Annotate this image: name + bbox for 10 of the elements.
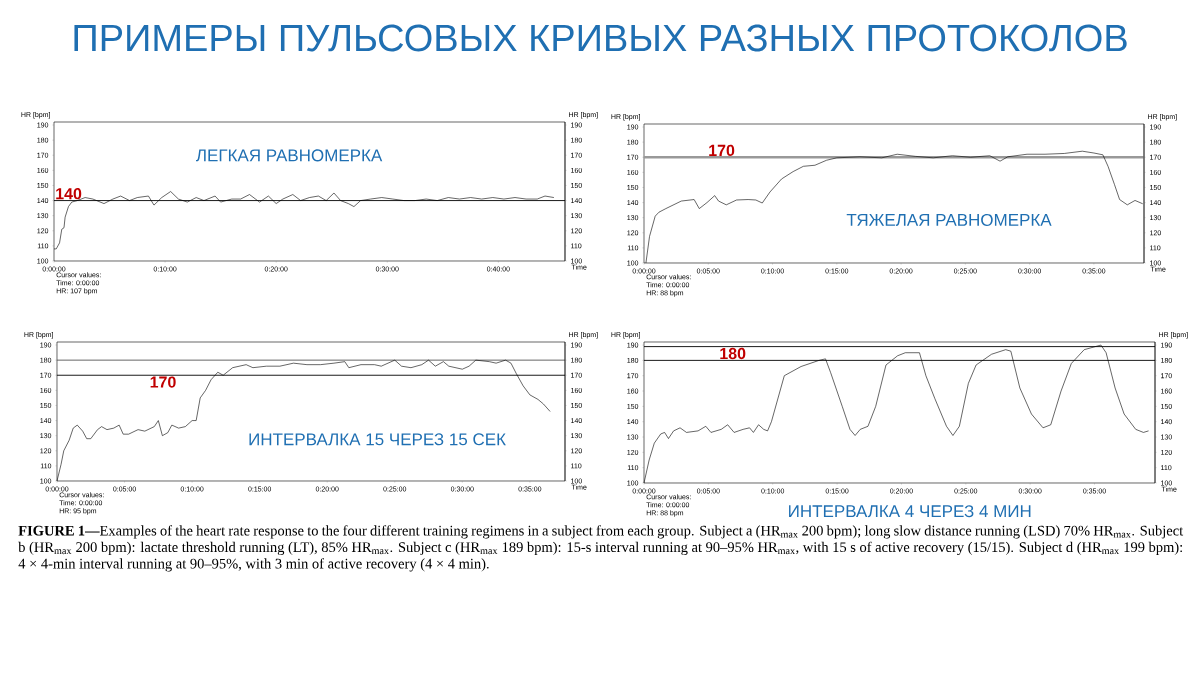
text: ПРИМЕРЫ ПУЛЬСОВЫХ КРИВЫХ РАЗНЫХ ПРОТОКОЛОВ — [74, 24, 1127, 52]
text: ИНТЕРВАЛКА 15 ЧЕРЕЗ 15 СЕК — [249, 433, 506, 446]
ref-line-label: 170 — [150, 376, 176, 388]
text: FIGURE 1—Examples of the heart rate response to the four different training regimens in a subject from each group. Subject a (HR$_{max}$ 200 bpm); long slow distance running (LSD) 70% HR$_{max}$. Subject b (HR$_{max}$ 200 bpm): lactate threshold running (LT), 85% HR$_{max}$. Subject c (HR$_{max}$ 189 bpm): 15-s interval running at 90–95% HR$_{max}$, with 15 s of active recovery (15/15). Subject d (HR$_{max}$ 199 bpm): 4 × 4-min interval running at 90–95%, with 3 min of active recovery (4 × 4 min). — [18, 525, 1184, 572]
ref-line-label: 180 — [720, 347, 746, 360]
ref-line-label: 140 — [56, 188, 82, 200]
ref-line-label: 170 — [709, 144, 735, 157]
text: ЛЕГКАЯ РАВНОМЕРКА — [196, 149, 383, 162]
text: ИНТЕРВАЛКА 4 ЧЕРЕЗ 4 МИН — [789, 505, 1031, 518]
text: ТЯЖЕЛАЯ РАВНОМЕРКА — [846, 213, 1052, 226]
